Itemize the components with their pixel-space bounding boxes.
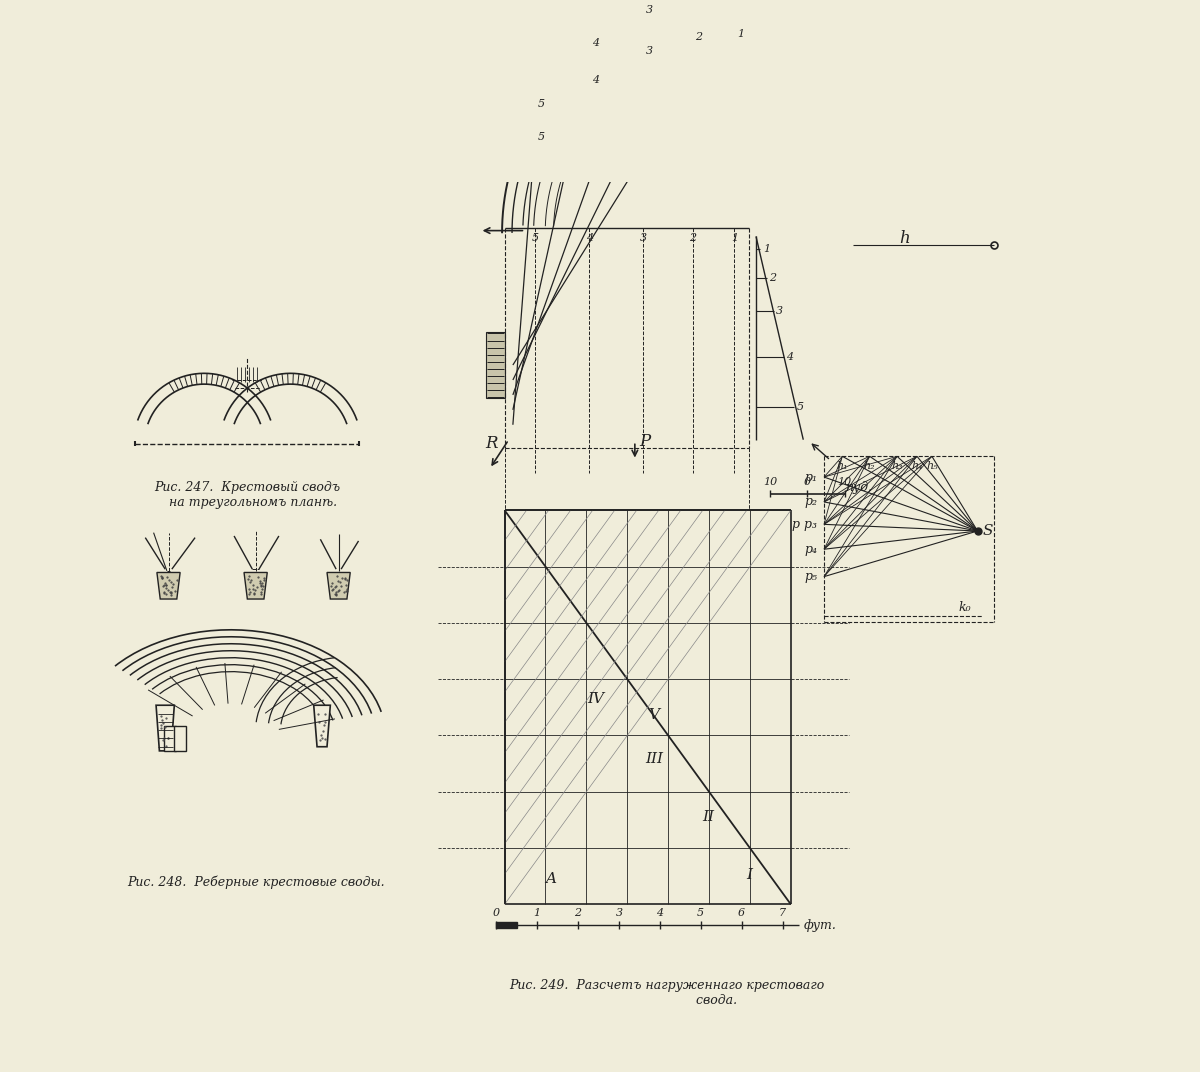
Text: 1: 1 bbox=[763, 243, 770, 254]
Polygon shape bbox=[157, 572, 180, 599]
Text: h₄: h₄ bbox=[911, 461, 923, 472]
Text: 4: 4 bbox=[786, 352, 793, 361]
Polygon shape bbox=[244, 572, 268, 599]
Polygon shape bbox=[313, 705, 330, 747]
Text: 1: 1 bbox=[731, 233, 738, 243]
Text: A: A bbox=[545, 873, 556, 887]
Text: P: P bbox=[638, 433, 650, 450]
Text: 1: 1 bbox=[534, 908, 541, 919]
Text: p₁: p₁ bbox=[804, 471, 817, 483]
Text: 4: 4 bbox=[586, 233, 593, 243]
Text: 3: 3 bbox=[640, 233, 647, 243]
Text: 5: 5 bbox=[538, 132, 545, 142]
Text: 5: 5 bbox=[697, 908, 704, 919]
Polygon shape bbox=[156, 705, 174, 750]
Text: h₁: h₁ bbox=[836, 461, 848, 472]
Text: p₄: p₄ bbox=[804, 542, 817, 555]
Text: 5: 5 bbox=[532, 233, 539, 243]
Text: V: V bbox=[648, 709, 659, 723]
Bar bbox=[164, 726, 176, 750]
Text: R: R bbox=[486, 435, 498, 452]
Bar bbox=[497, 922, 517, 928]
Text: 2: 2 bbox=[696, 32, 702, 43]
Text: h₅: h₅ bbox=[926, 461, 937, 472]
Text: 1: 1 bbox=[737, 29, 744, 39]
Text: 4: 4 bbox=[592, 75, 599, 86]
Text: p p₃: p p₃ bbox=[792, 518, 817, 531]
Text: II: II bbox=[702, 810, 714, 824]
Text: 0: 0 bbox=[493, 908, 500, 919]
Text: 5: 5 bbox=[797, 402, 804, 412]
Text: k₀: k₀ bbox=[959, 601, 972, 614]
Text: 2: 2 bbox=[769, 273, 776, 283]
Text: h: h bbox=[899, 230, 910, 248]
Text: III: III bbox=[644, 753, 662, 766]
Text: IV: IV bbox=[587, 691, 605, 705]
Text: 3: 3 bbox=[616, 908, 623, 919]
Text: 3: 3 bbox=[646, 5, 653, 15]
Text: 0: 0 bbox=[804, 477, 811, 487]
Text: 6: 6 bbox=[738, 908, 745, 919]
Text: 2: 2 bbox=[575, 908, 582, 919]
Text: 7: 7 bbox=[779, 908, 786, 919]
Bar bbox=[174, 726, 186, 750]
Text: 5: 5 bbox=[538, 100, 545, 109]
Text: h₃: h₃ bbox=[892, 461, 902, 472]
Text: 10: 10 bbox=[763, 477, 778, 487]
Text: I: I bbox=[746, 868, 752, 882]
Text: 3: 3 bbox=[776, 307, 784, 316]
Bar bbox=[486, 332, 504, 398]
Text: 4: 4 bbox=[656, 908, 664, 919]
Text: p₅: p₅ bbox=[804, 570, 817, 583]
Text: 2: 2 bbox=[689, 233, 696, 243]
Text: Рис. 247.  Крестовый сводъ
   на треугольномъ планѣ.: Рис. 247. Крестовый сводъ на треугольном… bbox=[155, 481, 341, 509]
Text: фут.: фут. bbox=[803, 919, 836, 932]
Text: p₂: p₂ bbox=[804, 495, 817, 508]
Text: h₂: h₂ bbox=[864, 461, 876, 472]
Text: Рис. 249.  Разсчетъ нагруженнаго крестоваго
                         свода.: Рис. 249. Разсчетъ нагруженнаго крестова… bbox=[509, 979, 824, 1007]
Text: пуд.: пуд. bbox=[845, 480, 872, 493]
Polygon shape bbox=[328, 572, 350, 599]
Text: 4: 4 bbox=[592, 38, 599, 47]
Text: S: S bbox=[983, 524, 994, 538]
Text: 3: 3 bbox=[646, 46, 653, 56]
Text: Рис. 248.  Реберные крестовые своды.: Рис. 248. Реберные крестовые своды. bbox=[127, 876, 385, 889]
Text: 10: 10 bbox=[838, 477, 852, 487]
